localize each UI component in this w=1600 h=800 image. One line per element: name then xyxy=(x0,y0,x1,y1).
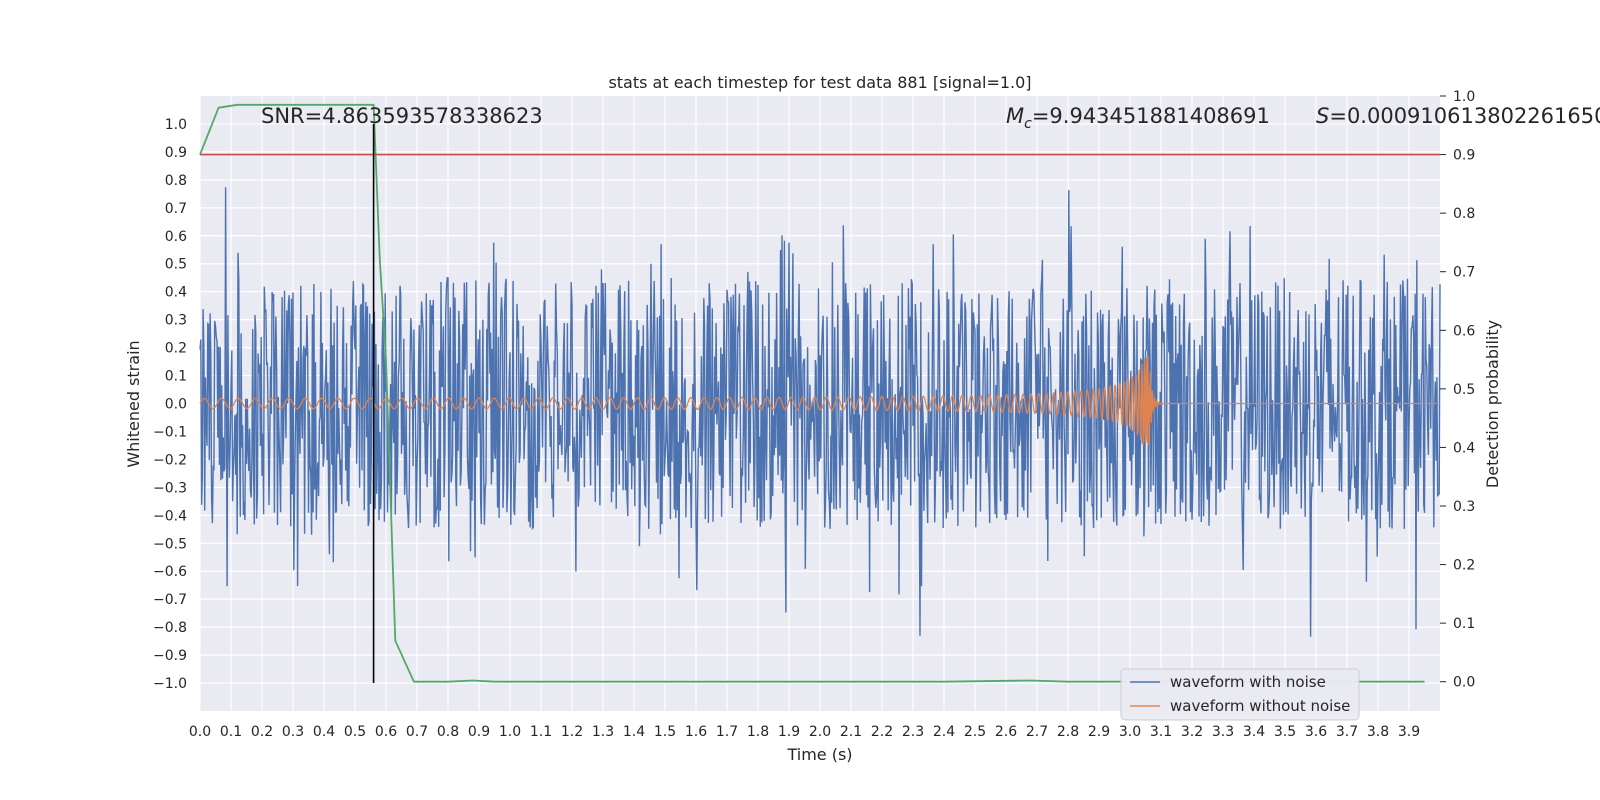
x-tick-label: 1.1 xyxy=(530,724,552,740)
y-tick-label: 0.3 xyxy=(165,313,187,329)
y-tick-label: 0.6 xyxy=(165,229,187,245)
y-tick-label: 1.0 xyxy=(165,117,187,133)
y-tick-label: −0.6 xyxy=(153,564,187,580)
x-tick-label: 1.8 xyxy=(747,724,769,740)
x-tick-label: 2.9 xyxy=(1088,724,1110,740)
x-tick-label: 2.0 xyxy=(809,724,831,740)
y-tick-label: 0.5 xyxy=(165,257,187,273)
y-axis-ticks: 1.0 0.9 0.8 0.7 0.6 0.5 0.4 0.3 0.2 0.1 0.0 −0.1 −0.… xyxy=(153,117,187,692)
x-tick-label: 0.4 xyxy=(313,724,335,740)
x-axis-ticks: 0.0 0.1 0.2 0.3 0.4 0.5 0.6 0.7 0.8 0.9 1.0 1.1 1.2 1… xyxy=(189,724,1420,740)
x-tick-label: 2.5 xyxy=(964,724,986,740)
y-tick-label: −1.0 xyxy=(153,676,187,692)
x-tick-label: 3.0 xyxy=(1119,724,1141,740)
snr-annotation: SNR=4.863593578338623 xyxy=(261,104,543,128)
y-right-tick-label: 0.7 xyxy=(1453,265,1475,281)
y-axis-right-label: Detection probability xyxy=(1483,320,1502,488)
y-right-tick-label: 0.2 xyxy=(1453,558,1475,574)
chirp-mass-value: =9.943451881408691 xyxy=(1032,104,1270,128)
chirp-mass-annotation: Mc=9.943451881408691 xyxy=(1006,104,1270,132)
chart-title: stats at each timestep for test data 881… xyxy=(608,73,1031,92)
y-right-tick-label: 0.3 xyxy=(1453,499,1475,515)
x-tick-label: 3.1 xyxy=(1150,724,1172,740)
x-tick-label: 0.5 xyxy=(344,724,366,740)
x-tick-label: 1.2 xyxy=(561,724,583,740)
x-tick-label: 3.4 xyxy=(1243,724,1265,740)
x-tick-label: 2.7 xyxy=(1026,724,1048,740)
x-tick-label: 0.0 xyxy=(189,724,211,740)
y-tick-label: −0.8 xyxy=(153,620,187,636)
x-tick-label: 3.6 xyxy=(1305,724,1327,740)
y-tick-label: 0.7 xyxy=(165,201,187,217)
y-right-tick-label: 0.1 xyxy=(1453,616,1475,632)
y-tick-label: −0.4 xyxy=(153,508,187,524)
y-right-tick-label: 0.9 xyxy=(1453,148,1475,164)
y-tick-label: 0.1 xyxy=(165,369,187,385)
x-tick-label: 3.2 xyxy=(1181,724,1203,740)
y-right-tick-label: 1.0 xyxy=(1453,89,1475,105)
y-right-tick-label: 0.6 xyxy=(1453,323,1475,339)
y-tick-label: 0.2 xyxy=(165,341,187,357)
y-right-tick-label: 0.0 xyxy=(1453,675,1475,691)
x-tick-label: 3.8 xyxy=(1367,724,1389,740)
x-tick-label: 0.9 xyxy=(468,724,490,740)
x-tick-label: 0.1 xyxy=(220,724,242,740)
y-tick-label: 0.9 xyxy=(165,145,187,161)
y-tick-label: 0.8 xyxy=(165,173,187,189)
legend-label-clean: waveform without noise xyxy=(1170,697,1350,715)
x-tick-label: 3.7 xyxy=(1336,724,1358,740)
x-tick-label: 2.3 xyxy=(902,724,924,740)
x-tick-label: 1.7 xyxy=(716,724,738,740)
y-right-tick-label: 0.5 xyxy=(1453,382,1475,398)
x-tick-label: 1.5 xyxy=(654,724,676,740)
x-tick-label: 2.8 xyxy=(1057,724,1079,740)
y-tick-label: −0.3 xyxy=(153,480,187,496)
x-tick-label: 1.3 xyxy=(592,724,614,740)
x-tick-label: 2.4 xyxy=(933,724,955,740)
spin-value: =0.0009106138022616506 xyxy=(1329,104,1600,128)
figure: 0.0 0.1 0.2 0.3 0.4 0.5 0.6 0.7 0.8 0.9 1.0 1.1 1.2 1… xyxy=(0,0,1600,800)
y-tick-label: −0.1 xyxy=(153,424,187,440)
x-axis-label: Time (s) xyxy=(786,745,852,764)
x-tick-label: 0.2 xyxy=(251,724,273,740)
x-tick-label: 1.0 xyxy=(499,724,521,740)
x-tick-label: 1.4 xyxy=(623,724,645,740)
x-tick-label: 2.2 xyxy=(871,724,893,740)
y-right-tick-label: 0.8 xyxy=(1453,206,1475,222)
legend: waveform with noise waveform without noi… xyxy=(1121,669,1359,720)
y-tick-label: −0.5 xyxy=(153,536,187,552)
y-axis-label: Whitened strain xyxy=(124,340,143,467)
chirp-mass-symbol: M xyxy=(1006,104,1024,128)
x-tick-label: 2.1 xyxy=(840,724,862,740)
x-tick-label: 1.9 xyxy=(778,724,800,740)
x-tick-label: 3.9 xyxy=(1398,724,1420,740)
x-tick-label: 3.3 xyxy=(1212,724,1234,740)
x-tick-label: 0.8 xyxy=(437,724,459,740)
y-right-tick-label: 0.4 xyxy=(1453,440,1475,456)
y-tick-label: −0.7 xyxy=(153,592,187,608)
y-tick-label: −0.2 xyxy=(153,452,187,468)
spin-annotation: S=0.0009106138022616506 xyxy=(1316,104,1600,128)
legend-label-noise: waveform with noise xyxy=(1170,673,1326,691)
y-tick-label: 0.0 xyxy=(165,397,187,413)
x-tick-label: 0.6 xyxy=(375,724,397,740)
y-tick-label: −0.9 xyxy=(153,648,187,664)
x-tick-label: 0.3 xyxy=(282,724,304,740)
x-tick-label: 2.6 xyxy=(995,724,1017,740)
x-tick-label: 0.7 xyxy=(406,724,428,740)
x-tick-label: 1.6 xyxy=(685,724,707,740)
spin-symbol: S xyxy=(1316,104,1329,128)
y-tick-label: 0.4 xyxy=(165,285,187,301)
y-axis-right-ticks: 1.0 0.9 0.8 0.7 0.6 0.5 0.4 0.3 0.2 0.1 0.0 xyxy=(1440,89,1475,691)
x-tick-label: 3.5 xyxy=(1274,724,1296,740)
